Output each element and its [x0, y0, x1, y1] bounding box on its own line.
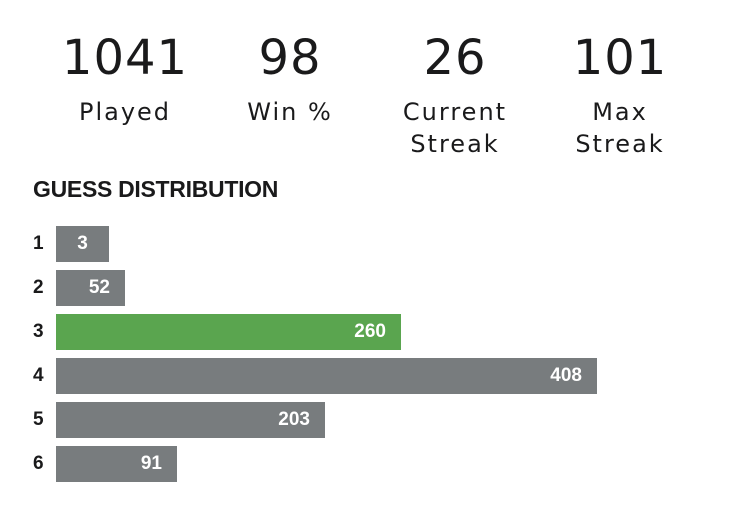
guess-bar: 260 [56, 314, 401, 350]
guess-bar: 203 [56, 402, 325, 438]
stat-max-streak-value: 101 [572, 30, 668, 86]
guess-row-label: 3 [33, 321, 44, 342]
guess-bar-count: 408 [550, 365, 582, 386]
stat-current-streak-label: Current Streak [402, 98, 508, 158]
guess-distribution-title: GUESS DISTRIBUTION [33, 176, 279, 202]
stat-played-value: 1041 [61, 30, 189, 86]
stat-win-percent-value: 98 [258, 30, 322, 86]
guess-bar: 408 [56, 358, 597, 394]
guess-bar: 91 [56, 446, 177, 482]
guess-bar-count: 203 [278, 409, 310, 430]
stat-played-label: Played [78, 98, 172, 126]
stat-win-percent-label: Win % [247, 98, 333, 126]
stat-current-streak-value: 26 [423, 30, 487, 86]
stat-win-percent: 98 Win % [210, 30, 370, 128]
guess-row-label: 1 [33, 233, 44, 254]
guess-row-label: 5 [33, 409, 44, 430]
guess-bar-count: 52 [88, 277, 110, 298]
stat-max-streak-label: Max Streak [575, 98, 665, 158]
guess-bar: 52 [56, 270, 125, 306]
guess-row-label: 6 [33, 453, 44, 474]
stat-played: 1041 Played [45, 30, 205, 128]
guess-row-label: 2 [33, 277, 44, 298]
stat-current-streak: 26 Current Streak [375, 30, 535, 160]
guess-bar-count: 260 [354, 321, 386, 342]
guess-bar: 3 [56, 226, 109, 262]
stat-max-streak: 101 Max Streak [540, 30, 700, 160]
guess-bar-count: 3 [77, 233, 88, 254]
statistics-panel: 1041 Played 98 Win % 26 Current Streak 1… [0, 0, 750, 170]
guess-row-label: 4 [33, 365, 44, 386]
guess-bar-count: 91 [140, 453, 162, 474]
